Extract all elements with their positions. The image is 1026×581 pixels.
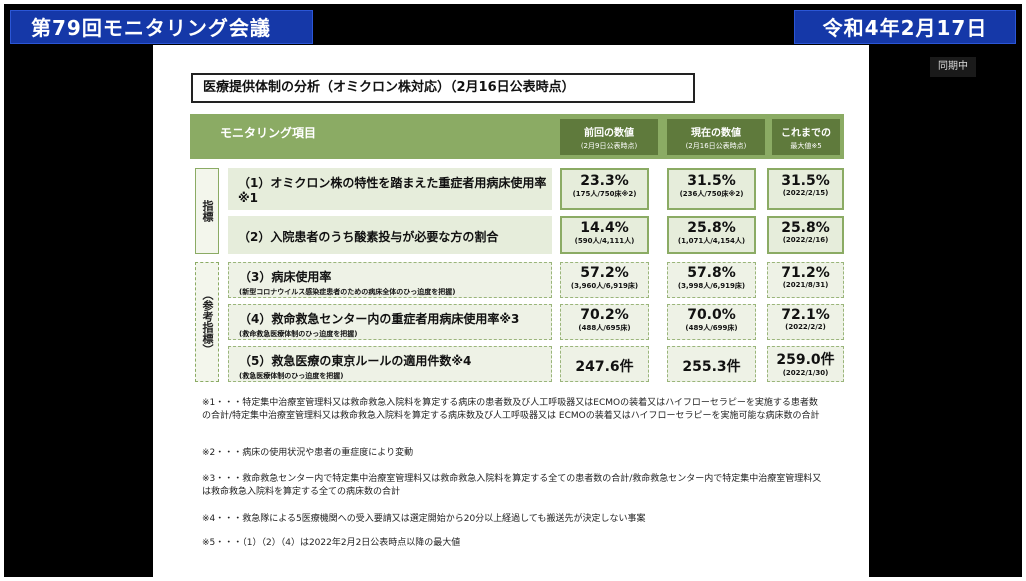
max-value: 71.2% [781, 265, 830, 281]
header-current-sub: (2月16日公表時点) [685, 142, 747, 150]
table-header-bar: モニタリング項目 前回の数値 (2月9日公表時点) 現在の数値 (2月16日公表… [190, 114, 844, 159]
prev-value-cell: 57.2% (3,960人/6,919床) [560, 262, 649, 298]
current-value-cell: 57.8% (3,998人/6,919床) [667, 262, 756, 298]
prev-detail: (488人/695床) [578, 324, 631, 332]
current-detail: (236人/750床※2) [679, 190, 744, 198]
current-value: 255.3件 [682, 359, 741, 375]
row-title: （3）病床使用率 [239, 270, 332, 284]
current-value: 70.0% [687, 307, 736, 323]
row-title: （2）入院患者のうち酸素投与が必要な方の割合 [238, 230, 499, 244]
max-date: (2022/2/15) [782, 189, 829, 197]
max-value-cell: 71.2% (2021/8/31) [767, 262, 844, 298]
slide-heading: 医療提供体制の分析（オミクロン株対応）（2月16日公表時点） [191, 73, 695, 103]
table-row-label: （1）オミクロン株の特性を踏まえた重症者用病床使用率※1 [228, 168, 552, 210]
video-frame: 第79回モニタリング会議 令和4年2月17日 同期中 医療提供体制の分析（オミク… [4, 4, 1022, 577]
meeting-title-badge: 第79回モニタリング会議 [10, 10, 313, 44]
max-date: (2022/2/2) [785, 323, 826, 331]
meeting-date-badge: 令和4年2月17日 [794, 10, 1016, 44]
header-max-label: これまでの [781, 128, 831, 139]
row-title: （1）オミクロン株の特性を踏まえた重症者用病床使用率※1 [238, 176, 547, 205]
prev-detail: (3,960人/6,919床) [570, 282, 639, 290]
table-row-label: （3）病床使用率 (新型コロナウイルス感染症患者のための病床全体のひっ迫度を把握… [228, 262, 552, 298]
current-detail: (3,998人/6,919床) [677, 282, 746, 290]
header-max-column: これまでの 最大値※5 [772, 119, 840, 155]
current-detail: (489人/699床) [685, 324, 738, 332]
row-subtitle: (救急医療体制のひっ迫度を把握) [239, 372, 344, 380]
group-indicator-tag: 指標 [195, 168, 219, 254]
footnote-5: ※5・・・（1）（2）（4）は2022年2月2日公表時点以降の最大値 [202, 538, 461, 548]
max-date: (2022/1/30) [782, 369, 829, 377]
current-value: 25.8% [687, 220, 736, 236]
prev-detail: (590人/4,111人) [574, 237, 635, 245]
max-value-cell: 259.0件 (2022/1/30) [767, 346, 844, 382]
prev-value: 70.2% [580, 307, 629, 323]
table-row-label: （4）救命救急センター内の重症者用病床使用率※3 (救命救急医療体制のひっ迫度を… [228, 304, 552, 340]
header-current-column: 現在の数値 (2月16日公表時点) [667, 119, 765, 155]
prev-value-cell: 70.2% (488人/695床) [560, 304, 649, 340]
prev-value: 23.3% [580, 173, 629, 189]
current-value: 31.5% [687, 173, 736, 189]
header-item-label: モニタリング項目 [220, 126, 317, 140]
max-value: 259.0件 [776, 352, 835, 368]
footnote-4: ※4・・・救急隊による5医療機関への受入要請又は選定開始から20分以上経過しても… [202, 514, 646, 524]
prev-value: 14.4% [580, 220, 629, 236]
prev-value: 247.6件 [575, 359, 634, 375]
current-value-cell: 70.0% (489人/699床) [667, 304, 756, 340]
max-value: 72.1% [781, 307, 830, 323]
current-value: 57.8% [687, 265, 736, 281]
header-max-sub: 最大値※5 [790, 142, 822, 150]
prev-value-cell: 14.4% (590人/4,111人) [560, 216, 649, 254]
current-value-cell: 255.3件 [667, 346, 756, 382]
current-detail: (1,071人/4,154人) [677, 237, 746, 245]
prev-value-cell: 247.6件 [560, 346, 649, 382]
table-row-label: （2）入院患者のうち酸素投与が必要な方の割合 [228, 216, 552, 254]
max-date: (2022/2/16) [782, 236, 829, 244]
max-date: (2021/8/31) [782, 281, 829, 289]
row-subtitle: (救命救急医療体制のひっ迫度を把握) [239, 330, 358, 338]
max-value-cell: 72.1% (2022/2/2) [767, 304, 844, 340]
monitoring-table: モニタリング項目 前回の数値 (2月9日公表時点) 現在の数値 (2月16日公表… [190, 114, 844, 389]
sync-status-label: 同期中 [930, 57, 976, 77]
current-value-cell: 31.5% (236人/750床※2) [667, 168, 756, 210]
prev-detail: (175人/750床※2) [572, 190, 637, 198]
group-reference-tag: （参考指標） [195, 262, 219, 382]
header-prev-sub: (2月9日公表時点) [580, 142, 638, 150]
max-value-cell: 31.5% (2022/2/15) [767, 168, 844, 210]
table-row-label: （5）救急医療の東京ルールの適用件数※4 (救急医療体制のひっ迫度を把握) [228, 346, 552, 382]
footnote-1: ※1・・・特定集中治療室管理料又は救命救急入院料を算定する病床の患者数及び人工呼… [202, 398, 820, 421]
row-title: （4）救命救急センター内の重症者用病床使用率※3 [239, 312, 520, 326]
max-value: 31.5% [781, 173, 830, 189]
prev-value: 57.2% [580, 265, 629, 281]
header-prev-label: 前回の数値 [584, 128, 634, 139]
footnote-2: ※2・・・病床の使用状況や患者の重症度により変動 [202, 448, 414, 458]
header-prev-column: 前回の数値 (2月9日公表時点) [560, 119, 658, 155]
current-value-cell: 25.8% (1,071人/4,154人) [667, 216, 756, 254]
footnote-3: ※3・・・救命救急センター内で特定集中治療室管理料又は救命救急入院料を算定する全… [202, 474, 822, 497]
max-value: 25.8% [781, 220, 830, 236]
header-current-label: 現在の数値 [691, 128, 741, 139]
presentation-slide: 医療提供体制の分析（オミクロン株対応）（2月16日公表時点） モニタリング項目 … [153, 45, 869, 577]
prev-value-cell: 23.3% (175人/750床※2) [560, 168, 649, 210]
max-value-cell: 25.8% (2022/2/16) [767, 216, 844, 254]
row-title: （5）救急医療の東京ルールの適用件数※4 [239, 354, 472, 368]
row-subtitle: (新型コロナウイルス感染症患者のための病床全体のひっ迫度を把握) [239, 288, 456, 296]
